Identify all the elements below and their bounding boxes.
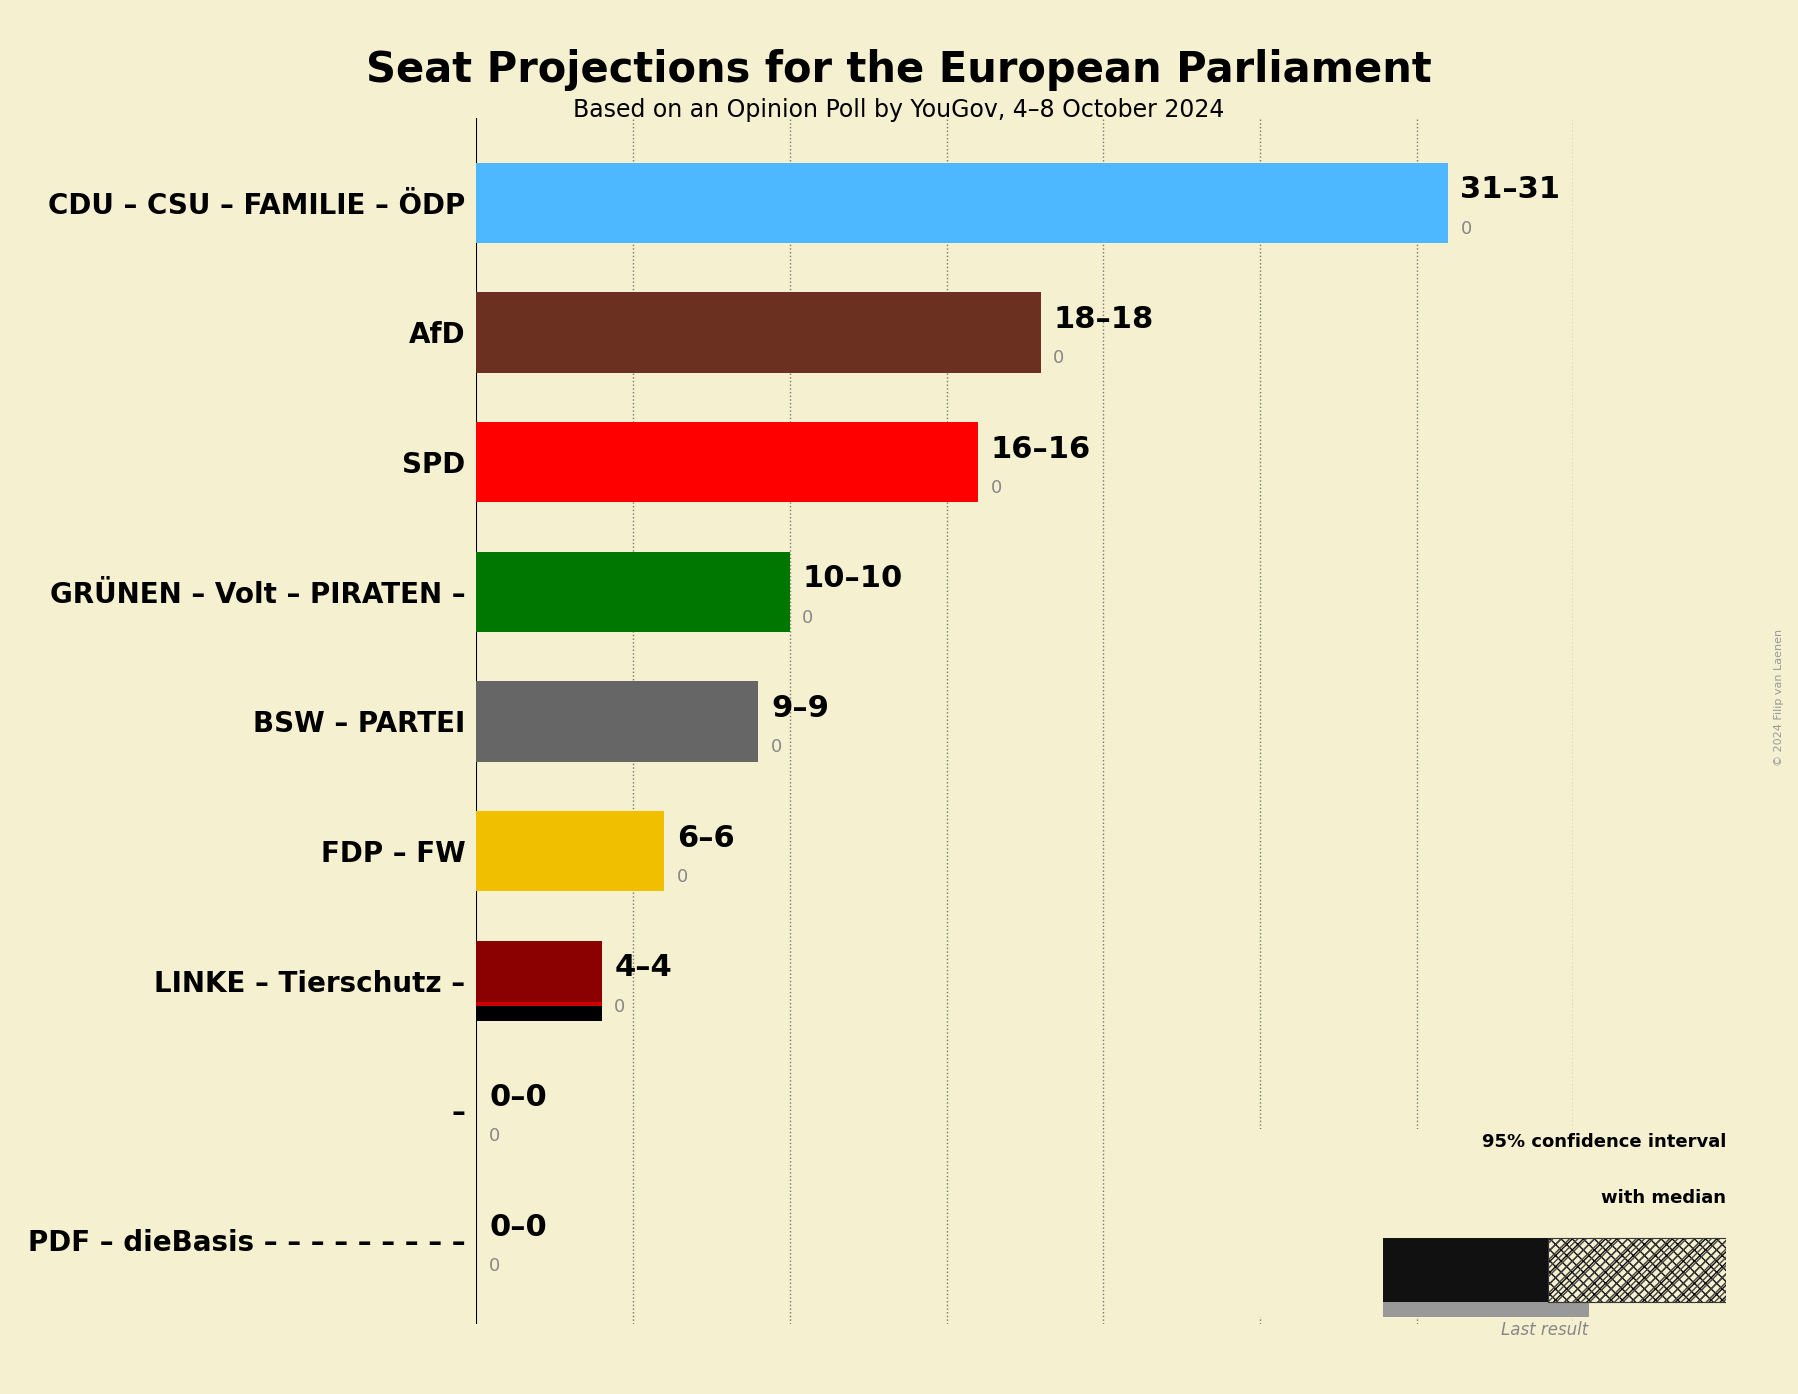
Text: 10–10: 10–10 [802, 565, 903, 594]
Text: Based on an Opinion Poll by YouGov, 4–8 October 2024: Based on an Opinion Poll by YouGov, 4–8 … [574, 98, 1224, 121]
Bar [476, 1006, 602, 1020]
Text: 0: 0 [802, 609, 814, 627]
Text: 0: 0 [678, 868, 689, 887]
Bar [476, 1002, 602, 1006]
Text: 0–0: 0–0 [489, 1213, 547, 1242]
Text: Last result: Last result [1501, 1322, 1589, 1340]
Text: 0: 0 [771, 739, 782, 757]
Bar [1383, 1248, 1589, 1317]
Text: © 2024 Filip van Laenen: © 2024 Filip van Laenen [1773, 629, 1784, 765]
Text: 0: 0 [615, 998, 626, 1016]
Text: 0: 0 [489, 1257, 500, 1276]
Text: 4–4: 4–4 [615, 953, 672, 983]
Bar [476, 941, 602, 1020]
Bar [476, 293, 1041, 372]
Bar [1548, 1238, 1726, 1302]
Bar [1548, 1238, 1726, 1302]
Text: 0: 0 [991, 480, 1001, 498]
Text: 6–6: 6–6 [678, 824, 735, 853]
Text: 16–16: 16–16 [991, 435, 1091, 464]
Text: 31–31: 31–31 [1460, 176, 1561, 205]
Bar [476, 163, 1447, 243]
Text: 0–0: 0–0 [489, 1083, 547, 1112]
Bar [476, 422, 978, 502]
Bar [476, 682, 759, 761]
Text: 95% confidence interval: 95% confidence interval [1482, 1133, 1726, 1151]
Text: with median: with median [1600, 1189, 1726, 1207]
Bar [476, 811, 665, 891]
Bar [476, 552, 789, 631]
Bar [1383, 1238, 1548, 1302]
Text: 0: 0 [489, 1128, 500, 1146]
Text: Seat Projections for the European Parliament: Seat Projections for the European Parlia… [367, 49, 1431, 91]
Text: 9–9: 9–9 [771, 694, 829, 723]
Text: 0: 0 [1054, 350, 1064, 368]
Text: 0: 0 [1460, 220, 1473, 238]
Text: 18–18: 18–18 [1054, 305, 1153, 335]
